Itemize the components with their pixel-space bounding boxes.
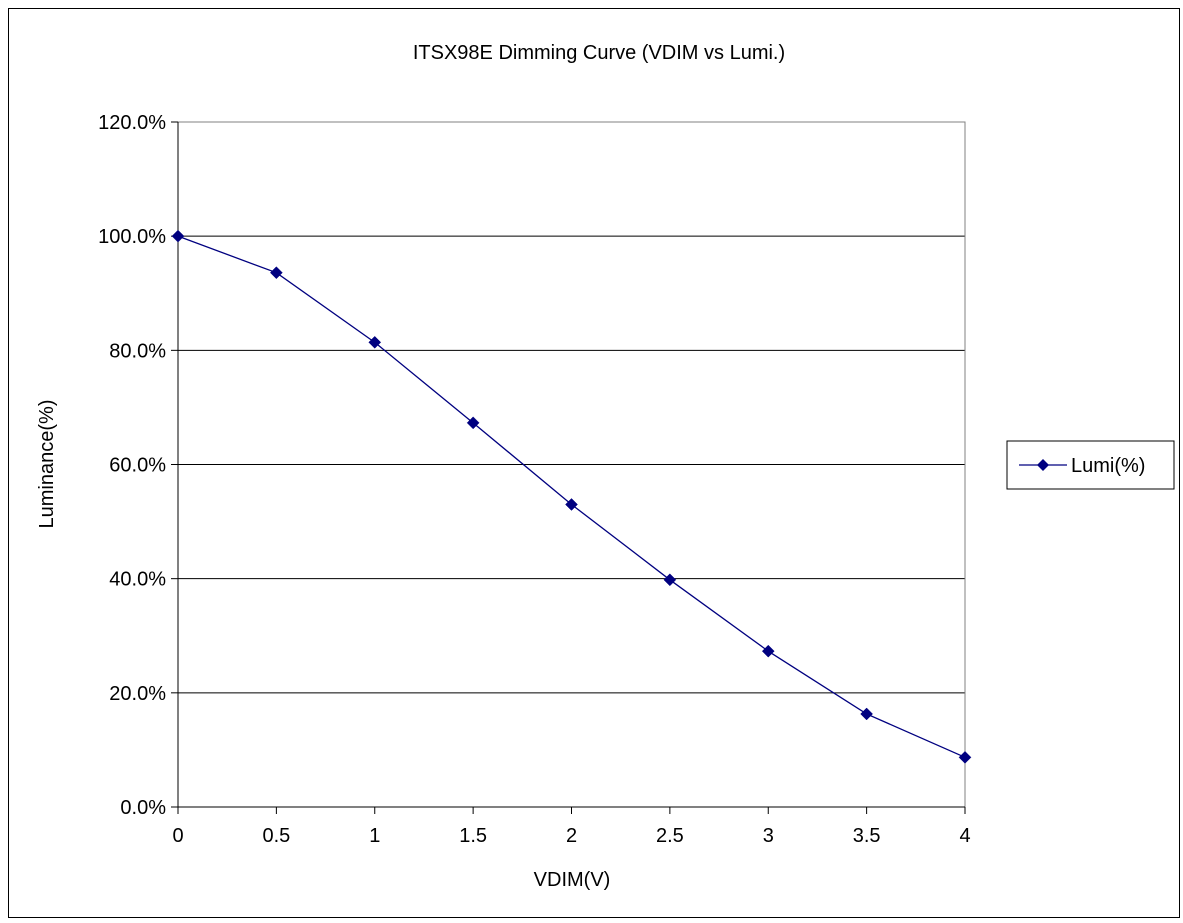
x-tick-label: 0.5 xyxy=(262,825,290,847)
x-tick-label: 3.5 xyxy=(853,825,881,847)
data-point-marker xyxy=(368,335,382,349)
y-tick-label: 60.0% xyxy=(109,455,166,477)
y-tick-labels: 0.0% 20.0% 40.0% 60.0% 80.0% 100.0% 120.0% xyxy=(98,112,178,819)
y-tick-label: 80.0% xyxy=(109,340,166,362)
data-point-marker xyxy=(466,416,480,430)
x-axis-title: VDIM(V) xyxy=(534,869,611,891)
x-tick-labels: 0 0.5 1 1.5 2 2.5 3 3.5 4 xyxy=(172,807,971,847)
data-point-marker xyxy=(270,266,283,280)
data-point-marker xyxy=(663,573,677,587)
data-point-marker xyxy=(860,707,873,721)
data-point-marker xyxy=(958,750,972,764)
x-tick-label: 0 xyxy=(172,825,183,847)
x-tick-label: 2.5 xyxy=(656,825,684,847)
x-tick-label: 4 xyxy=(959,825,970,847)
data-point-marker xyxy=(565,498,578,511)
x-tick-label: 2 xyxy=(566,825,577,847)
chart-title: ITSX98E Dimming Curve (VDIM vs Lumi.) xyxy=(413,42,785,64)
y-tick-label: 0.0% xyxy=(120,797,166,819)
gridlines xyxy=(178,121,965,694)
y-tick-label: 120.0% xyxy=(98,112,166,134)
y-tick-label: 20.0% xyxy=(109,683,166,705)
x-tick-label: 1.5 xyxy=(459,825,487,847)
x-tick-label: 1 xyxy=(369,825,380,847)
legend: Lumi(%) xyxy=(1006,440,1175,490)
legend-label: Lumi(%) xyxy=(1071,455,1145,477)
series-markers xyxy=(171,229,972,764)
series-line-lumi xyxy=(177,235,966,758)
y-tick-label: 40.0% xyxy=(109,569,166,591)
data-point-marker xyxy=(171,229,185,243)
x-tick-label: 3 xyxy=(763,825,774,847)
y-tick-label: 100.0% xyxy=(98,226,166,248)
data-point-marker xyxy=(761,644,775,658)
y-axis-title: Luminance(%) xyxy=(36,400,58,529)
legend-marker-diamond xyxy=(1037,459,1049,471)
